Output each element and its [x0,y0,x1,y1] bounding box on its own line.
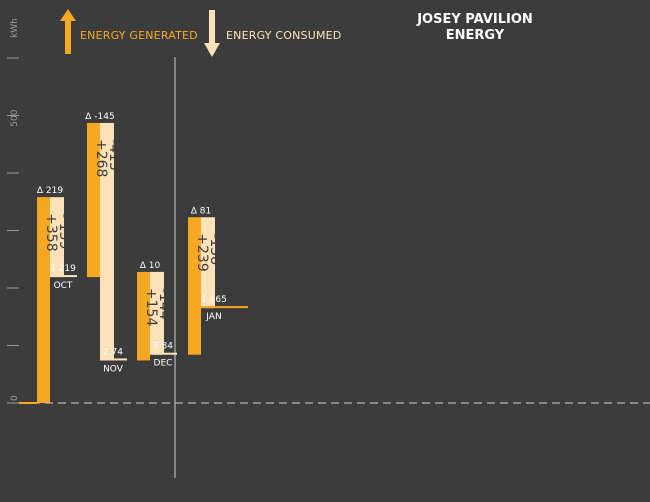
consumed-value-nov: -413 [106,139,122,171]
consumed-bar-oct [50,197,64,278]
delta-label-oct: Δ 219 [37,186,63,196]
delta-label-dec: Δ 10 [140,261,161,271]
consumed-bar-jan [201,217,215,309]
y-axis-label: kWh [10,18,20,38]
y-tick-label-0: 0 [10,395,20,401]
sum-label-oct: Σ 219 [50,264,76,274]
up-arrow-icon [60,9,76,54]
consumed-value-jan: -158 [207,233,223,265]
generated-value-dec: +154 [143,288,159,327]
generated-value-nov: +268 [93,139,109,177]
legend-generated-label: ENERGY GENERATED [80,29,198,42]
sum-step-oct [50,275,77,278]
month-label-jan: JAN [205,312,221,322]
generated-bar-oct [37,197,50,403]
consumed-bar-dec [150,271,164,355]
labels-layer: +358- 139 Δ 219 Σ 219 OCT +268-413 Δ -145 Σ 74… [37,112,227,374]
sum-label-dec: Σ 84 [153,342,173,352]
chart-title-line-1: JOSEY PAVILION [417,12,533,27]
sum-label-jan: Σ 165 [201,295,227,305]
generated-bar-jan [188,217,201,355]
generated-value-jan: +239 [194,233,210,271]
down-arrow-icon [204,10,220,57]
bars-layer [19,122,248,404]
consumed-bar-nov [100,122,114,361]
consumed-value-dec: -144 [156,288,172,320]
grid-layer: 0 500 kWh [7,18,650,478]
sum-step-nov [100,358,127,361]
month-label-oct: OCT [54,281,73,291]
delta-label-jan: Δ 81 [191,206,211,216]
chart-title-line-2: ENERGY [445,28,505,43]
sum-label-nov: Σ 74 [103,347,123,357]
sum-step-jan [201,306,248,309]
generated-bar-dec [137,271,150,361]
generated-value-oct: +358 [43,213,59,251]
legend-layer [60,9,220,57]
consumed-value-oct: - 139 [56,213,72,249]
delta-label-nov: Δ -145 [85,112,114,122]
sum-step-dec [150,352,177,355]
month-label-dec: DEC [154,359,173,369]
y-tick-label-500: 500 [10,109,20,126]
generated-bar-nov [87,122,100,278]
legend-consumed-label: ENERGY CONSUMED [226,29,342,42]
month-label-nov: NOV [103,364,124,374]
